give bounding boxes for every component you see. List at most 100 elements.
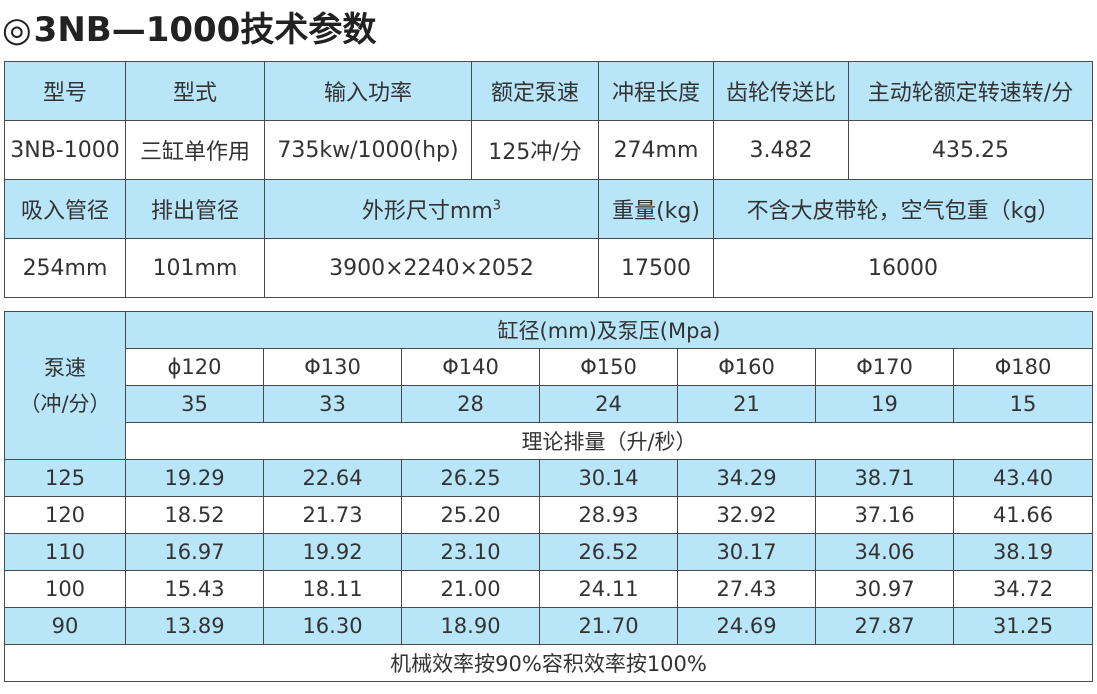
dimensions-unit-superscript: 3 — [492, 198, 502, 214]
spec-header-dimensions: 外形尺寸mm3 — [264, 179, 599, 239]
title-text: 3NB—1000技术参数 — [33, 10, 377, 50]
displacement-cell: 25.20 — [401, 496, 540, 534]
spec-value-type: 三缸单作用 — [125, 120, 265, 180]
spec-value-row: 3NB-1000 三缸单作用 735kw/1000(hp) 125冲/分 274… — [4, 120, 1093, 180]
displacement-cell: 27.87 — [815, 607, 954, 645]
spec-value-pinion-speed: 435.25 — [848, 120, 1093, 180]
spec-header-stroke: 冲程长度 — [598, 61, 714, 121]
footnote-row: 机械效率按90%容积效率按100% — [3, 644, 1094, 682]
spec-header-weight-no-pulley: 不含大皮带轮，空气包重（kg） — [713, 179, 1093, 239]
displacement-cell: 28.93 — [539, 496, 678, 534]
displacement-cell: 26.52 — [539, 533, 678, 571]
pressure-cell: 28 — [401, 385, 540, 423]
displacement-cell: 16.30 — [263, 607, 402, 645]
displacement-cell: 38.71 — [815, 459, 954, 497]
diameter-cell: Φ130 — [263, 348, 402, 386]
displacement-cell: 31.25 — [952, 607, 1094, 645]
pressure-cell: 15 — [952, 385, 1094, 423]
speed-cell: 90 — [4, 607, 126, 645]
bore-pressure-header: 缸径(mm)及泵压(Mpa) — [124, 311, 1094, 349]
diameter-cell: Φ180 — [952, 348, 1094, 386]
pressure-row: 35 33 28 24 21 19 15 — [5, 385, 1094, 423]
pressure-cell: 24 — [539, 385, 678, 423]
displacement-cell: 18.11 — [263, 570, 402, 608]
diameter-cell: ɸ120 — [125, 348, 264, 386]
spec-header-type: 型式 — [125, 61, 265, 121]
spec-value-stroke: 274mm — [598, 120, 714, 180]
spec-header-gear-ratio: 齿轮传送比 — [713, 61, 849, 121]
displacement-table: 泵速 （冲/分） 缸径(mm)及泵压(Mpa) ɸ120 Φ130 Φ140 Φ… — [3, 311, 1094, 682]
displacement-cell: 24.11 — [539, 570, 678, 608]
diameter-row: ɸ120 Φ130 Φ140 Φ150 Φ160 Φ170 Φ180 — [5, 348, 1094, 386]
displacement-cell: 19.29 — [125, 459, 264, 497]
spec-value-gear-ratio: 3.482 — [713, 120, 849, 180]
displacement-cell: 32.92 — [677, 496, 816, 534]
speed-cell: 125 — [4, 459, 126, 497]
displacement-cell: 21.00 — [401, 570, 540, 608]
speed-cell: 100 — [4, 570, 126, 608]
spec-value-dimensions: 3900×2240×2052 — [264, 238, 599, 298]
displacement-cell: 21.73 — [263, 496, 402, 534]
displacement-cell: 27.43 — [677, 570, 816, 608]
pump-speed-label: 泵速 — [44, 355, 86, 380]
displacement-cell: 30.14 — [539, 459, 678, 497]
dimensions-label: 外形尺寸mm — [361, 199, 493, 224]
displacement-cell: 23.10 — [401, 533, 540, 571]
spec-header-weight: 重量(kg) — [598, 179, 714, 239]
displacement-cell: 34.06 — [815, 533, 954, 571]
efficiency-footnote: 机械效率按90%容积效率按100% — [3, 644, 1094, 682]
spec-table: 型号 型式 输入功率 额定泵速 冲程长度 齿轮传送比 主动轮额定转速转/分 3N… — [4, 61, 1093, 298]
spec-header-row-2: 吸入管径 排出管径 外形尺寸mm3 重量(kg) 不含大皮带轮，空气包重（kg） — [4, 179, 1093, 239]
displacement-cell: 37.16 — [815, 496, 954, 534]
spec-header-suction: 吸入管径 — [4, 179, 126, 239]
displacement-header: 理论排量（升/秒） — [124, 422, 1094, 460]
displacement-cell: 18.52 — [125, 496, 264, 534]
page-title: ◎3NB—1000技术参数 — [2, 2, 376, 58]
spec-value-weight: 17500 — [598, 238, 714, 298]
displacement-cell: 13.89 — [125, 607, 264, 645]
bore-header-row: 泵速 （冲/分） 缸径(mm)及泵压(Mpa) — [4, 311, 1094, 460]
pump-speed-unit: （冲/分） — [19, 391, 111, 416]
displacement-cell: 15.43 — [125, 570, 264, 608]
displacement-cell: 41.66 — [952, 496, 1094, 534]
displacement-cell: 38.19 — [952, 533, 1094, 571]
spec-header-model: 型号 — [4, 61, 126, 121]
spec-header-pinion-speed: 主动轮额定转速转/分 — [848, 61, 1093, 121]
pressure-cell: 19 — [815, 385, 954, 423]
diameter-cell: Φ140 — [401, 348, 540, 386]
displacement-cell: 30.97 — [815, 570, 954, 608]
displacement-cell: 30.17 — [677, 533, 816, 571]
speed-cell: 120 — [4, 496, 126, 534]
spec-header-input-power: 输入功率 — [264, 61, 472, 121]
displacement-cell: 34.29 — [677, 459, 816, 497]
displacement-cell: 16.97 — [125, 533, 264, 571]
displacement-cell: 19.92 — [263, 533, 402, 571]
table-row: 125 19.29 22.64 26.25 30.14 34.29 38.71 … — [4, 459, 1094, 497]
displacement-cell: 21.70 — [539, 607, 678, 645]
spec-value-discharge: 101mm — [125, 238, 265, 298]
spec-header-row: 型号 型式 输入功率 额定泵速 冲程长度 齿轮传送比 主动轮额定转速转/分 — [4, 61, 1093, 121]
title-bullet: ◎ — [2, 10, 32, 50]
spec-header-rated-speed: 额定泵速 — [471, 61, 599, 121]
spec-value-rated-speed: 125冲/分 — [471, 120, 599, 180]
diameter-cell: Φ170 — [815, 348, 954, 386]
spec-value-input-power: 735kw/1000(hp) — [264, 120, 472, 180]
diameter-cell: Φ150 — [539, 348, 678, 386]
spec-header-discharge: 排出管径 — [125, 179, 265, 239]
table-row: 110 16.97 19.92 23.10 26.52 30.17 34.06 … — [4, 533, 1094, 571]
pressure-cell: 21 — [677, 385, 816, 423]
displacement-cell: 34.72 — [952, 570, 1094, 608]
pressure-cell: 33 — [263, 385, 402, 423]
pressure-cell: 35 — [125, 385, 264, 423]
displacement-cell: 22.64 — [263, 459, 402, 497]
displacement-cell: 26.25 — [401, 459, 540, 497]
displacement-header-row: 理论排量（升/秒） — [5, 422, 1094, 460]
spec-value-weight-no-pulley: 16000 — [713, 238, 1093, 298]
displacement-cell: 43.40 — [952, 459, 1094, 497]
spec-value-suction: 254mm — [4, 238, 126, 298]
table-row: 120 18.52 21.73 25.20 28.93 32.92 37.16 … — [4, 496, 1094, 534]
spec-value-model: 3NB-1000 — [4, 120, 126, 180]
pump-speed-header: 泵速 （冲/分） — [4, 311, 126, 460]
displacement-cell: 24.69 — [677, 607, 816, 645]
displacement-cell: 18.90 — [401, 607, 540, 645]
